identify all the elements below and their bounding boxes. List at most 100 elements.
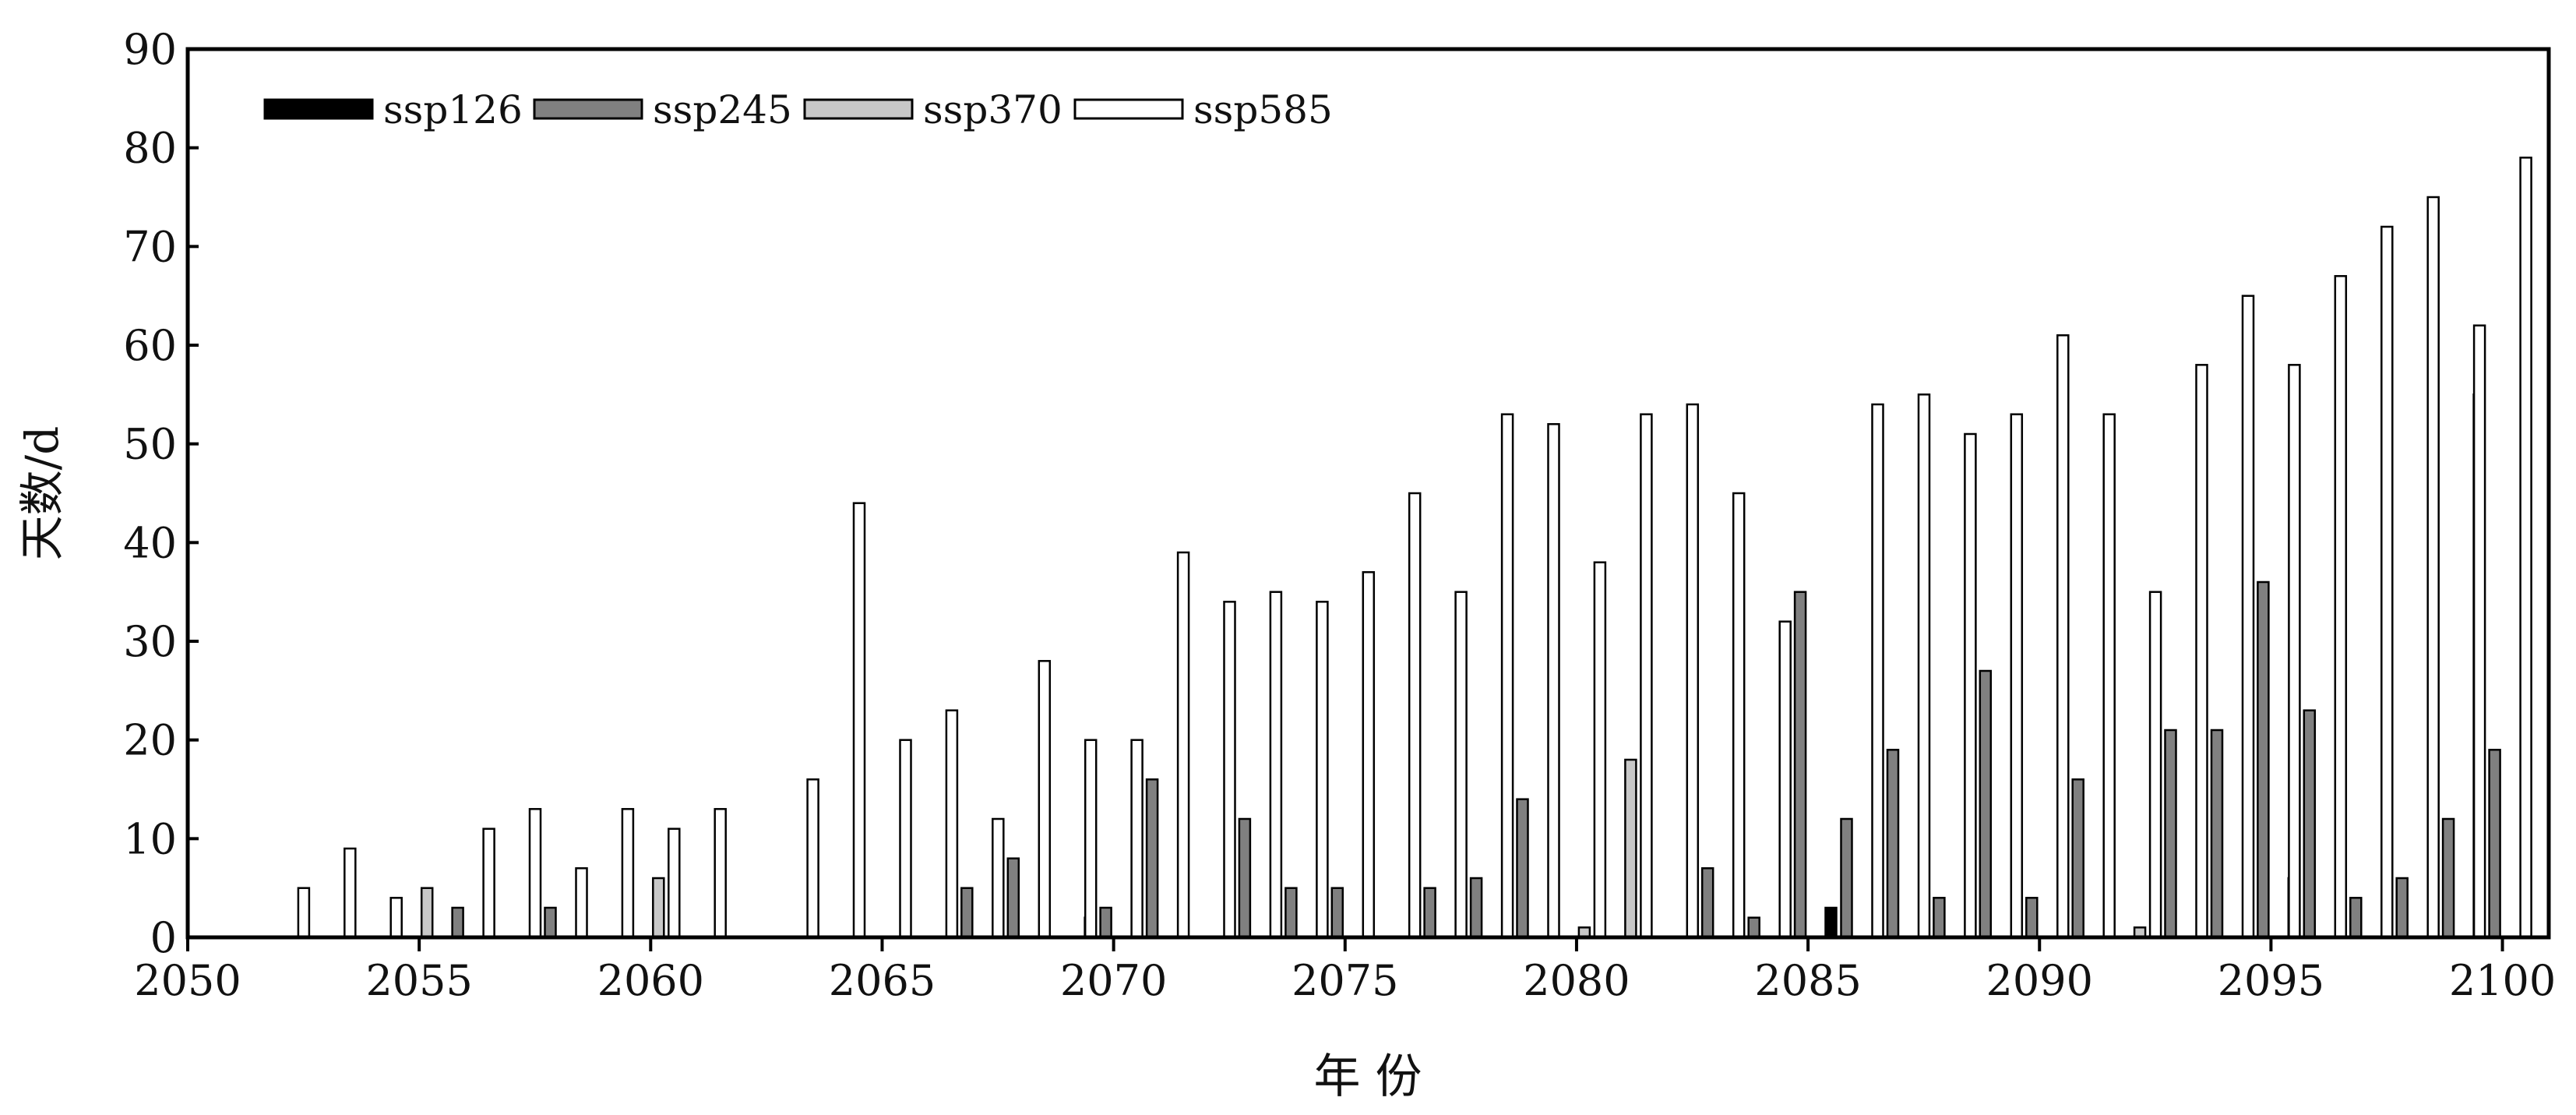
y-tick-label: 90 [123,25,177,74]
y-tick-label: 80 [123,124,177,173]
x-tick-label: 2055 [365,956,472,1005]
bar-ssp585-2081 [1640,413,1653,939]
bar-ssp245-2074 [1284,887,1298,939]
bar-ssp585-2099 [2472,324,2486,939]
bar-ssp245-2084 [1747,916,1760,939]
bar-ssp585-2054 [389,897,403,939]
bar-ssp585-2082 [1686,403,1700,939]
bar-ssp585-2052 [297,887,311,939]
bar-ssp585-2087 [1917,393,1931,939]
bar-ssp585-2078 [1500,413,1514,939]
bar-ssp245-2079 [1516,798,1529,939]
bar-ssp585-2075 [1362,571,1376,939]
bar-ssp585-2057 [528,808,542,939]
bar-ssp245-2086 [1840,817,1853,939]
bar-ssp585-2095 [2288,364,2301,939]
y-tick-label: 70 [123,222,177,271]
bar-ssp585-2073 [1269,591,1283,939]
legend-label-ssp126: ssp126 [383,87,523,132]
bar-ssp585-2094 [2241,295,2255,939]
bar-ssp585-2070 [1130,739,1144,939]
y-axis-ticks: 0 10 20 30 40 50 60 70 80 90 [123,25,199,962]
x-tick-label: 2070 [1060,956,1167,1005]
bar-ssp585-2058 [575,867,588,939]
bar-ssp245-2078 [1469,877,1483,939]
bar-ssp585-2053 [344,847,357,939]
x-tick-label: 2095 [2218,956,2324,1005]
bar-ssp585-2079 [1547,423,1560,939]
bar-ssp585-2071 [1176,551,1190,939]
x-tick-label: 2080 [1523,956,1630,1005]
bar-ssp245-2099 [2441,817,2455,939]
y-tick-label: 60 [123,321,177,370]
bar-ssp585-2084 [1778,620,1792,939]
bar-ssp585-2090 [2056,334,2070,939]
bar-ssp585-2098 [2426,196,2440,939]
bar-ssp245-2068 [1006,857,1020,939]
bar-ssp245-2098 [2395,877,2409,939]
legend-swatch-ssp585 [1073,98,1184,120]
bar-ssp585-2091 [2102,413,2116,939]
bar-ssp245-2070 [1099,906,1112,939]
y-tick-label: 10 [123,814,177,863]
bar-ssp585-2097 [2380,225,2394,939]
legend-label-ssp585: ssp585 [1193,87,1333,132]
y-tick-label: 20 [123,716,177,765]
bar-ssp245-2087 [1886,749,1900,939]
x-tick-label: 2050 [134,956,241,1005]
bar-ssp245-2071 [1145,778,1159,939]
bar-ssp585-2068 [1038,660,1052,939]
y-tick-label: 50 [123,420,177,469]
bar-ssp126-2086 [1824,906,1838,939]
bar-ssp245-2058 [544,906,557,939]
legend: ssp126 ssp245 ssp370 ssp585 [263,87,1333,132]
bar-ssp585-2077 [1454,591,1468,939]
bar-ssp585-2065 [899,739,912,939]
bar-ssp245-2100 [2488,749,2501,939]
x-tick-label: 2065 [829,956,936,1005]
x-tick-label: 2060 [597,956,704,1005]
plot-frame [185,47,2551,940]
x-tick-label: 2100 [2449,956,2556,1005]
bar-ssp245-2090 [2025,897,2039,939]
legend-swatch-ssp126 [263,98,374,120]
bar-ssp585-2060 [668,827,681,939]
bar-ssp585-2072 [1223,601,1236,939]
bar-ssp245-2067 [960,887,974,939]
x-tick-label: 2090 [1986,956,2093,1005]
bar-ssp585-2093 [2195,364,2208,939]
bar-ssp585-2076 [1408,492,1422,939]
bar-ssp585-2056 [482,827,495,939]
y-axis-label: 天数/d [16,426,69,561]
x-axis-label: 年 份 [1313,1050,1422,1104]
axes [185,47,2551,940]
bar-ssp585-2083 [1732,492,1746,939]
bar-ssp585-2067 [992,817,1005,939]
bar-ssp245-2094 [2210,729,2224,939]
bar-ssp245-2056 [451,906,464,939]
bar-ssp245-2088 [1933,897,1946,939]
bar-ssp585-2096 [2334,275,2348,939]
bar-ssp245-2091 [2071,778,2084,939]
x-tick-label: 2075 [1292,956,1398,1005]
bar-ssp245-2075 [1330,887,1344,939]
y-tick-label: 0 [150,913,177,962]
bar-ssp585-2088 [1964,432,1977,939]
bar-ssp585-2100 [2519,157,2532,939]
bar-ssp585-2069 [1084,739,1098,939]
bar-ssp370-2060 [652,877,665,939]
bar-ssp245-2097 [2349,897,2363,939]
bar-ssp245-2077 [1423,887,1436,939]
bar-ssp245-2096 [2303,709,2317,939]
bar-ssp585-2080 [1593,561,1607,939]
bar-ssp585-2089 [2010,413,2024,939]
bar-ssp585-2092 [2148,591,2162,939]
bar-ssp585-2066 [945,709,959,939]
bar-ssp245-2085 [1793,591,1807,939]
legend-label-ssp245: ssp245 [653,87,792,132]
bar-ssp585-2064 [852,502,866,939]
x-tick-label: 2085 [1754,956,1861,1005]
bar-ssp245-2093 [2164,729,2177,939]
x-axis-ticks: 2050 2055 2060 2065 2070 2075 2080 2085 2090 2095… [134,937,2556,1005]
